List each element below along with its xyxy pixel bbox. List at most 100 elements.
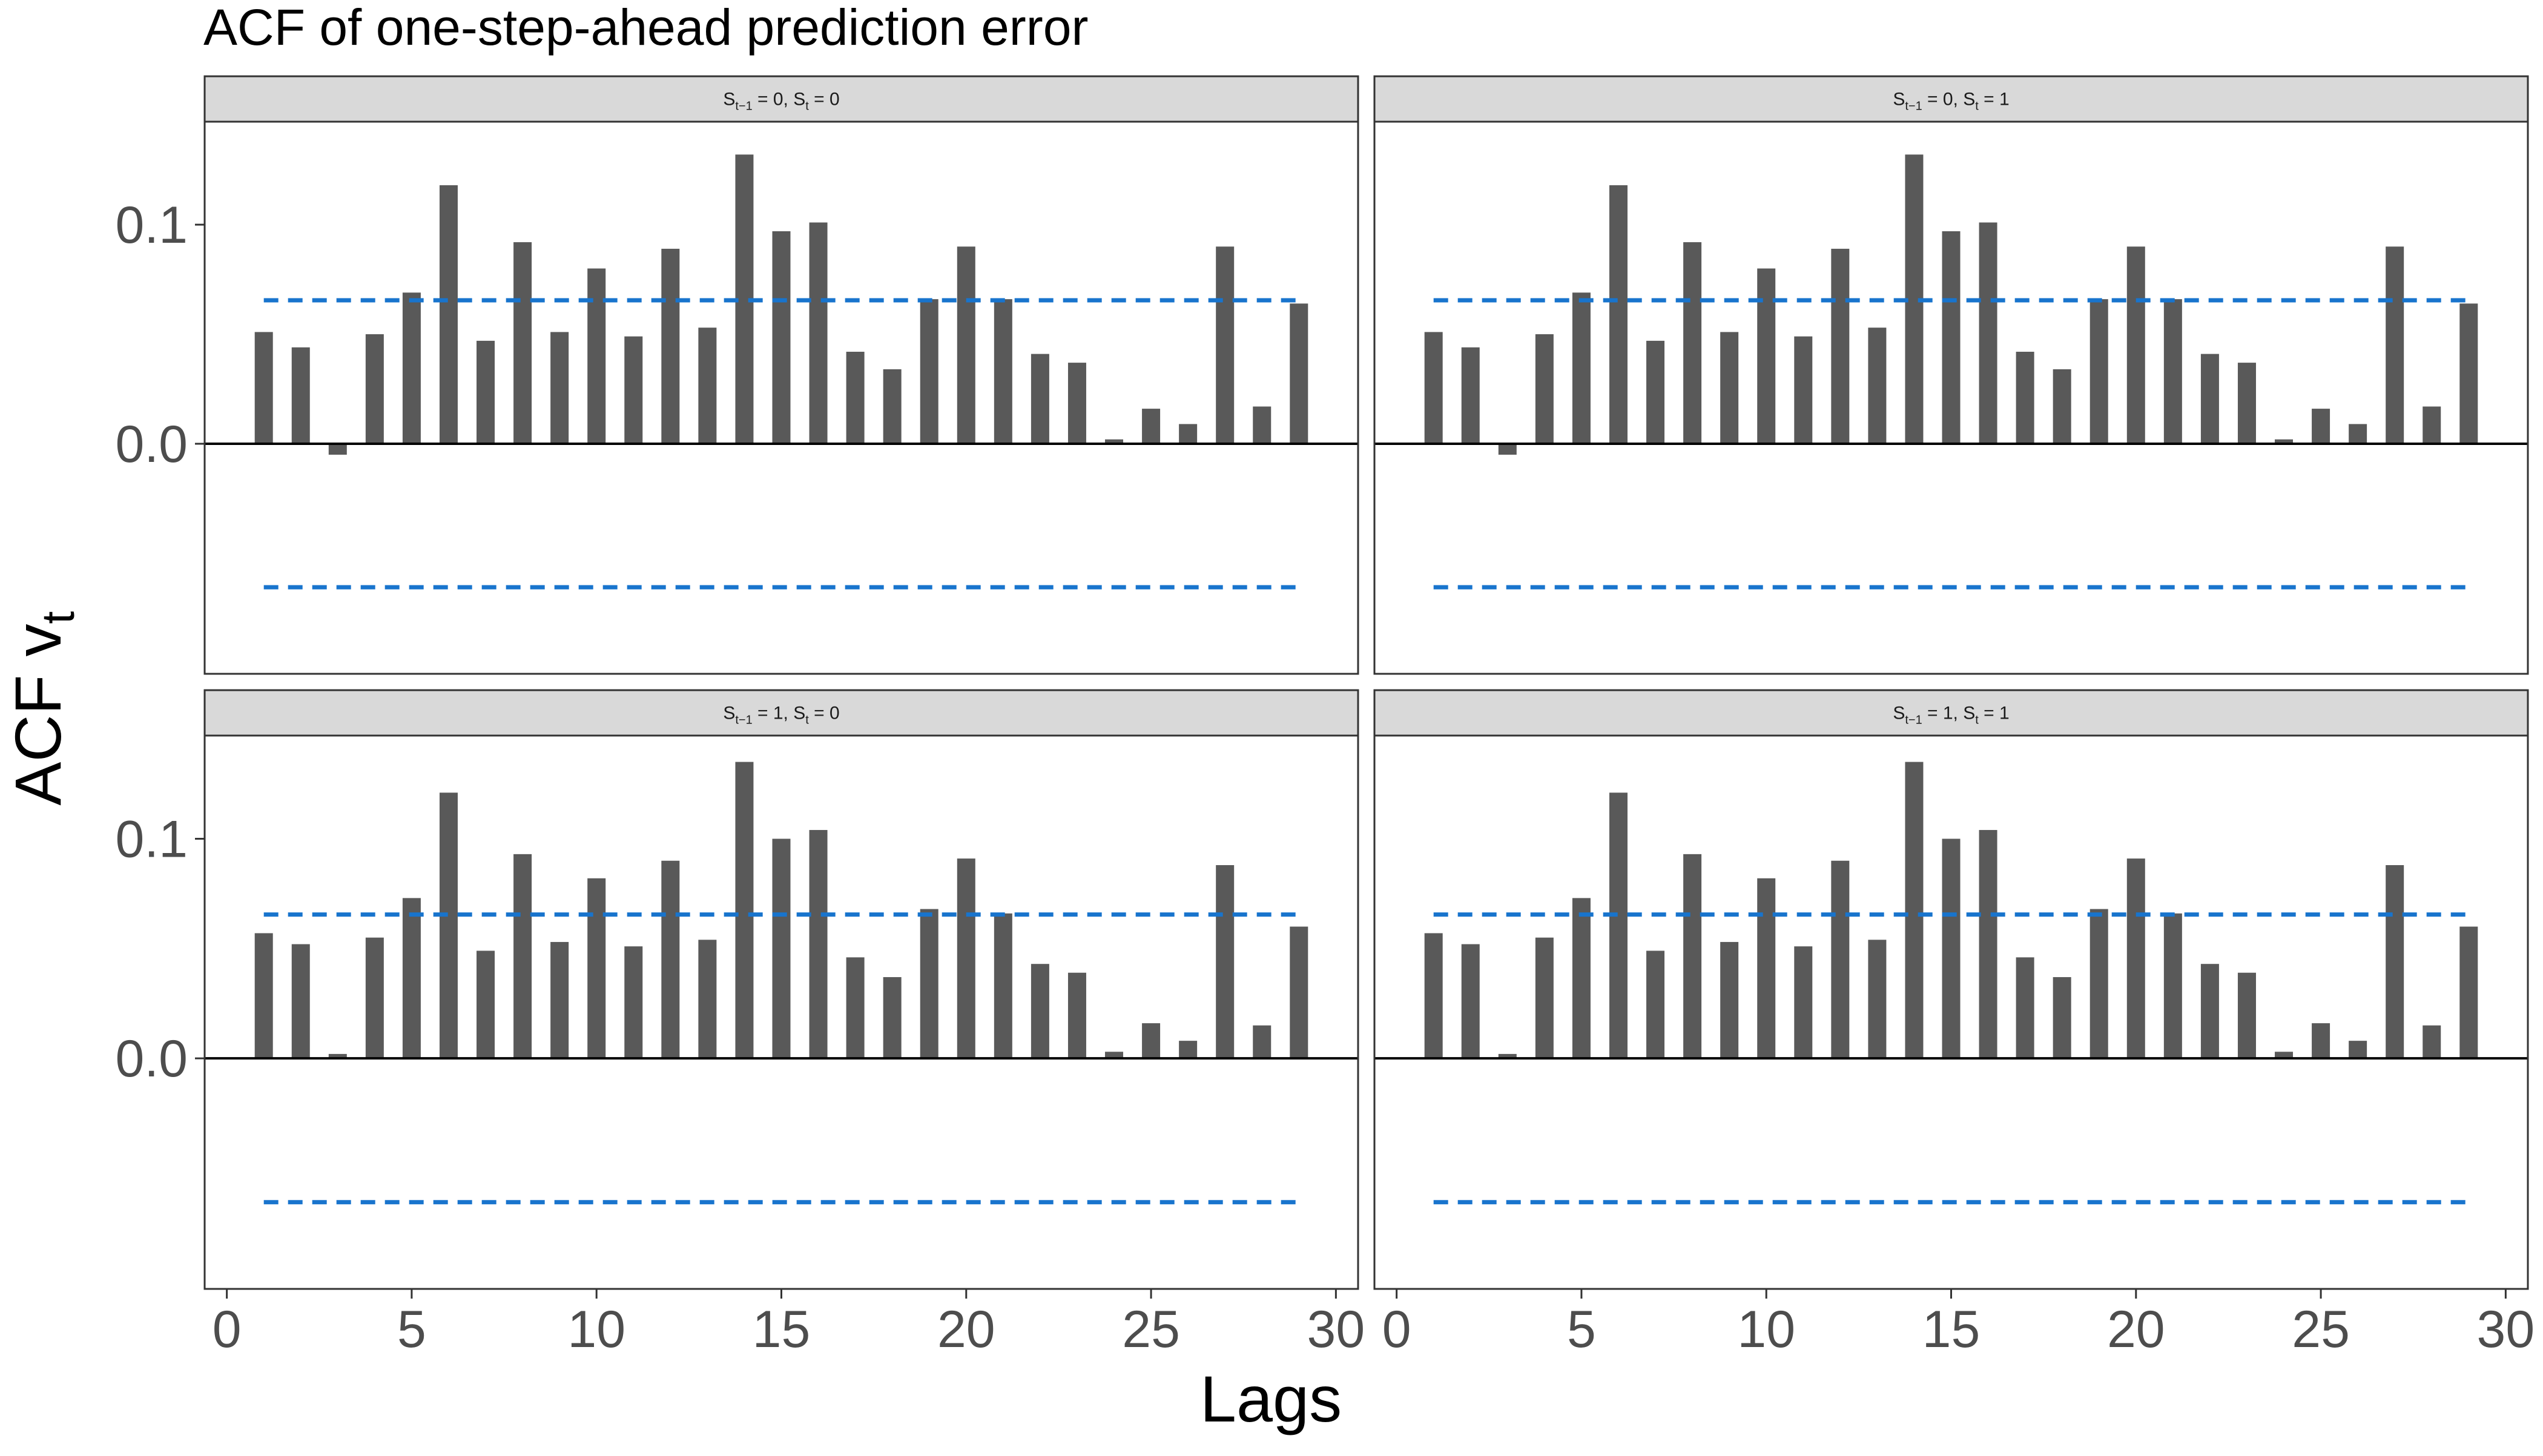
y-axis-label: ACF vt — [1, 611, 84, 805]
acf-bar — [2275, 1052, 2294, 1059]
acf-bar — [2089, 909, 2108, 1059]
acf-bar — [1105, 439, 1124, 444]
y-axis-label-main: ACF v — [1, 624, 74, 806]
acf-bar — [957, 246, 975, 444]
chart-title: ACF of one-step-ahead prediction error — [203, 0, 1088, 56]
acf-bar — [2237, 363, 2256, 444]
acf-bar — [2016, 352, 2034, 444]
acf-bar — [1868, 940, 1887, 1059]
acf-bar — [2053, 369, 2071, 444]
acf-bar — [2200, 354, 2219, 444]
facet-strip-label: St−1 = 1, St = 1 — [1893, 703, 2009, 727]
acf-bar — [1720, 941, 1739, 1059]
acf-bar — [1424, 332, 1443, 444]
acf-bar — [1757, 878, 1776, 1059]
facet-panel-2: St−1 = 0, St = 1 — [1373, 75, 2529, 675]
y-tick-label: 0.1 — [115, 810, 188, 868]
acf-bar — [1831, 248, 1850, 444]
acf-bar — [365, 937, 384, 1059]
acf-bar — [439, 792, 458, 1059]
acf-bar — [1216, 865, 1235, 1059]
acf-bar — [661, 860, 680, 1059]
acf-bar — [1424, 933, 1443, 1059]
facet-strip — [203, 689, 1359, 737]
acf-bar — [624, 946, 643, 1059]
acf-bar — [846, 352, 865, 444]
x-tick-label: 15 — [753, 1300, 811, 1359]
acf-bar — [291, 944, 310, 1059]
acf-bar — [1609, 792, 1628, 1059]
acf-bar — [1942, 231, 1961, 444]
acf-bar — [735, 762, 754, 1059]
acf-bar — [1794, 946, 1813, 1059]
acf-bar — [587, 268, 606, 444]
acf-bar — [1683, 854, 1702, 1059]
acf-bar — [1290, 303, 1308, 444]
acf-bar — [2423, 406, 2441, 444]
acf-bar — [1290, 926, 1308, 1059]
acf-bar — [1179, 1041, 1198, 1059]
acf-bar — [846, 957, 865, 1059]
x-tick-label: 10 — [567, 1300, 625, 1359]
acf-bar — [513, 854, 532, 1059]
x-tick-label: 0 — [213, 1300, 242, 1359]
acf-bar — [477, 950, 495, 1059]
acf-bar — [624, 336, 643, 444]
facet-strip-label: St−1 = 0, St = 1 — [1893, 90, 2009, 113]
x-tick-label: 20 — [937, 1300, 995, 1359]
acf-bar — [809, 222, 828, 444]
x-tick-label: 25 — [1122, 1300, 1180, 1359]
acf-bar — [328, 444, 347, 455]
acf-bar — [2349, 1041, 2367, 1059]
acf-bar — [1461, 347, 1480, 444]
acf-bar — [2349, 424, 2367, 444]
panel-border — [1373, 120, 2529, 675]
x-axis-label: Lags — [1200, 1362, 1342, 1435]
acf-bar — [254, 933, 273, 1059]
acf-bar — [1031, 964, 1049, 1059]
acf-bar — [1253, 1025, 1272, 1059]
facet-strip-label: St−1 = 0, St = 0 — [723, 90, 839, 113]
acf-bar — [1067, 972, 1086, 1059]
acf-bar — [883, 369, 902, 444]
acf-bar — [2423, 1025, 2441, 1059]
acf-bar — [1216, 246, 1235, 444]
acf-bar — [2312, 1023, 2330, 1059]
acf-bar — [2200, 964, 2219, 1059]
x-tick-label: 30 — [1307, 1300, 1365, 1359]
acf-bar — [1067, 363, 1086, 444]
acf-bar — [1572, 898, 1591, 1059]
acf-bar — [1105, 1052, 1124, 1059]
x-tick-label: 10 — [1737, 1300, 1795, 1359]
acf-bar — [2089, 299, 2108, 444]
acf-bar — [1535, 937, 1554, 1059]
acf-bar — [957, 858, 975, 1059]
acf-bar — [994, 299, 1012, 444]
acf-bar — [2312, 409, 2330, 444]
x-tick-label: 25 — [2292, 1300, 2350, 1359]
acf-bar — [661, 248, 680, 444]
acf-bar — [1979, 222, 1997, 444]
acf-bar — [772, 231, 791, 444]
acf-bar — [291, 347, 310, 444]
facet-panel-1: St−1 = 0, St = 0 0.0 0.1 — [115, 75, 1359, 675]
acf-bar — [772, 838, 791, 1059]
acf-bar — [1757, 268, 1776, 444]
panel-border — [203, 120, 1359, 675]
acf-bar — [2016, 957, 2034, 1059]
facet-panels: St−1 = 0, St = 0 0.0 0.1 St−1 = 0, St = 1 St… — [115, 75, 2535, 1359]
acf-bar — [402, 898, 421, 1059]
acf-bar — [2237, 972, 2256, 1059]
acf-bar — [1831, 860, 1850, 1059]
x-tick-label: 20 — [2107, 1300, 2165, 1359]
acf-bar — [2163, 913, 2182, 1059]
acf-bar — [1646, 950, 1665, 1059]
acf-bar — [2126, 858, 2145, 1059]
acf-bar — [920, 909, 938, 1059]
acf-bar — [2126, 246, 2145, 444]
acf-bar — [365, 334, 384, 444]
acf-bar — [994, 913, 1012, 1059]
acf-bar — [1142, 409, 1161, 444]
acf-bar — [1683, 242, 1702, 444]
